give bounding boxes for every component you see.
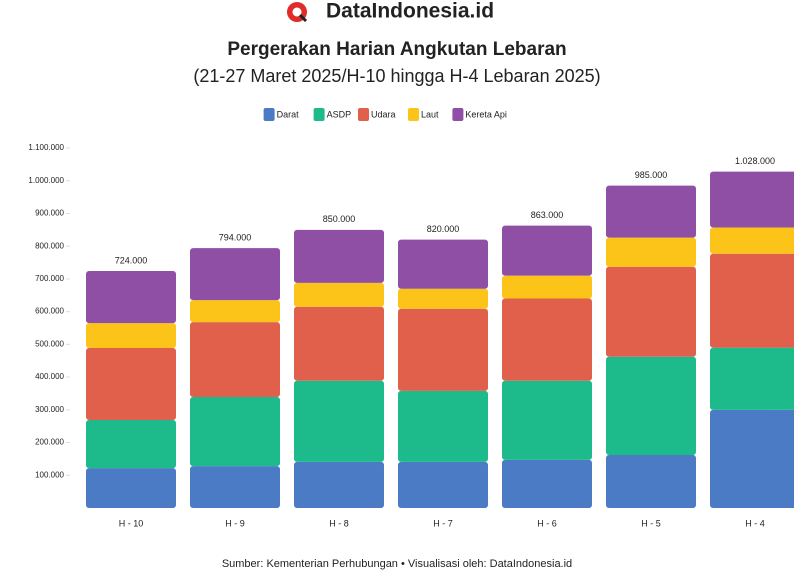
bar-segment [294,306,384,381]
bar-segment [190,322,280,398]
y-tick-label: 900.000 [35,209,64,218]
x-tick-label: H - 9 [225,518,245,528]
bar-segment [86,323,176,348]
total-label: 985.000 [635,170,668,180]
y-tick-label: 800.000 [35,241,64,250]
bar-segment [606,266,696,357]
y-tick-label: 1.000.000 [28,176,64,185]
bar-segment [86,347,176,420]
legend-swatch [313,108,325,121]
bar-segment [86,271,176,324]
bar-segment [398,461,488,508]
bar-segment [86,419,176,469]
chart-title: Pergerakan Harian Angkutan Lebaran [227,39,566,60]
bar-segment [502,298,592,381]
bar-segment [398,239,488,289]
y-tick-label: 200.000 [35,438,64,447]
bar-segment [398,288,488,309]
brand: DataIndonesia.id [326,0,494,23]
legend-swatch [358,108,369,121]
chart-subtitle: (21-27 Maret 2025/H-10 hingga H-4 Lebara… [193,66,600,86]
y-tick-label: 1.100.000 [28,143,64,152]
y-tick-label: 400.000 [35,372,64,381]
y-tick-label: 300.000 [35,405,64,414]
bar-segment [190,300,280,323]
bar-segment [398,390,488,462]
bar-segment [294,229,384,283]
x-tick-label: H - 10 [119,518,144,528]
total-label: 794.000 [219,233,252,243]
bar-segment [190,248,280,301]
total-label: 724.000 [115,255,148,265]
x-tick-label: H - 4 [745,518,765,528]
bar-segment [710,171,794,228]
bar-segment [710,253,794,348]
bar-segment [710,227,794,254]
bar-segment [502,380,592,460]
bar-segment [502,275,592,299]
bar-segment [294,380,384,462]
logo [287,2,308,23]
logo-icon-handle [298,13,308,23]
bar-segment [190,397,280,467]
bar-segment [606,237,696,267]
bar-segment [710,409,794,508]
legend-label: Darat [277,109,300,119]
x-tick-label: H - 5 [641,518,661,528]
legend-label: ASDP [327,109,352,119]
total-label: 850.000 [323,214,356,224]
bar-segment [294,282,384,307]
total-label: 1.028.000 [735,156,775,166]
legend-label: Laut [421,109,439,119]
bar-segment [710,347,794,410]
bar-segment [606,356,696,455]
legend-swatch [452,108,464,121]
bar-segment [502,225,592,276]
x-tick-label: H - 8 [329,518,349,528]
bar-segment [502,459,592,508]
y-tick-label: 100.000 [35,470,64,479]
y-tick-label: 600.000 [35,307,64,316]
y-tick-label: 500.000 [35,339,64,348]
logo-icon-hole [292,7,302,17]
total-label: 820.000 [427,224,460,234]
y-tick-label: 700.000 [35,274,64,283]
bar-segment [606,185,696,238]
x-tick-label: H - 6 [537,518,557,528]
bar-segment [294,461,384,508]
source: Sumber: Kementerian Perhubungan • Visual… [222,558,572,570]
total-label: 863.000 [531,210,564,220]
legend-label: Udara [371,109,396,119]
legend-label: Kereta Api [465,109,507,119]
bar-segment [86,468,176,508]
legend-swatch [263,108,275,121]
bar-segment [190,466,280,508]
bar-segment [398,308,488,391]
legend-swatch [408,108,419,121]
x-tick-label: H - 7 [433,518,453,528]
bar-segment [606,454,696,508]
